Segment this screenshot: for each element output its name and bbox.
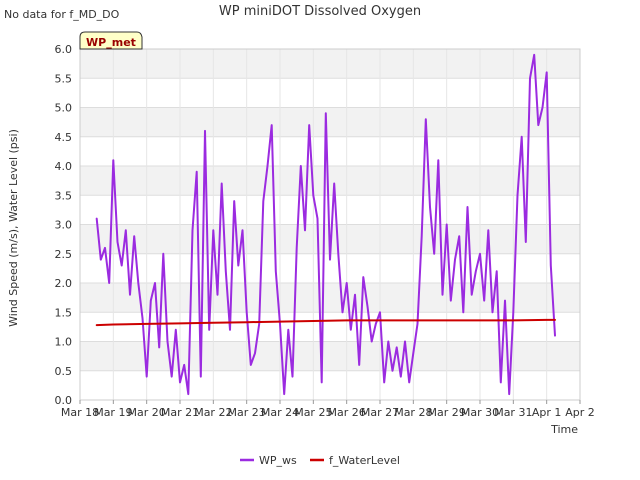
x-tick-label: Mar 31 (494, 406, 532, 419)
grid-band (80, 195, 580, 225)
y-tick-label: 2.5 (55, 248, 73, 261)
x-tick-label: Apr 2 (565, 406, 595, 419)
grid-band (80, 136, 580, 166)
x-tick-label: Mar 18 (61, 406, 99, 419)
station-badge: WP_met (79, 31, 143, 50)
x-tick-label: Mar 24 (261, 406, 299, 419)
x-tick-label: Mar 27 (361, 406, 399, 419)
y-tick-label: 6.0 (55, 43, 73, 56)
series-line-wp-ws (95, 53, 556, 396)
series-lines (95, 53, 556, 396)
y-axis-ticks: 0.0 0.5 1.0 1.5 2.0 2.5 3.0 3.5 4.0 4.5 5.0 5.5 6.0 (55, 43, 73, 407)
grid-band (80, 312, 580, 342)
y-tick-label: 2.0 (55, 277, 73, 290)
y-tick-label: 3.5 (55, 189, 73, 202)
x-tick-label: Mar 23 (228, 406, 266, 419)
x-tick-label: Mar 19 (94, 406, 132, 419)
y-axis-label: Wind Speed (m/s), Water Level (psi) (7, 129, 20, 327)
x-tick-label: Mar 20 (128, 406, 166, 419)
plot-frame (79, 48, 581, 401)
x-tick-label: Mar 25 (294, 406, 332, 419)
grid-band (80, 370, 580, 400)
x-tick-label: Apr 1 (532, 406, 562, 419)
x-tick-label: Mar 29 (428, 406, 466, 419)
grid-band (80, 49, 580, 79)
grid-band (80, 166, 580, 196)
series-line-f-waterlevel (95, 318, 556, 327)
y-tick-label: 4.5 (55, 131, 73, 144)
y-tick-label: 0.5 (55, 365, 73, 378)
legend-label-wp-ws: WP_ws (259, 454, 297, 467)
x-tick-label: Mar 28 (394, 406, 432, 419)
grid-band (80, 107, 580, 137)
x-tick-label: Mar 26 (328, 406, 366, 419)
badge-shape (79, 31, 143, 50)
x-tick-label: Mar 22 (194, 406, 232, 419)
y-tick-label: 1.0 (55, 336, 73, 349)
grid-band (80, 341, 580, 371)
y-tick-label: 5.0 (55, 102, 73, 115)
chart-title: WP miniDOT Dissolved Oxygen (219, 4, 421, 19)
y-tick-label: 5.5 (55, 72, 73, 85)
badge-label: WP_met (86, 36, 136, 49)
y-tick-label: 0.0 (55, 394, 73, 407)
y-tick-label: 1.5 (55, 306, 73, 319)
no-data-note: No data for f_MD_DO (4, 8, 120, 21)
y-tick-label: 3.0 (55, 219, 73, 232)
x-axis-label: Time (550, 423, 578, 436)
legend-label-f-waterlevel: f_WaterLevel (329, 454, 400, 467)
x-tick-label: Mar 21 (161, 406, 199, 419)
x-tick-label: Mar 30 (461, 406, 499, 419)
grid-band (80, 78, 580, 108)
y-tick-label: 4.0 (55, 160, 73, 173)
legend: WP_ws f_WaterLevel (240, 454, 400, 467)
